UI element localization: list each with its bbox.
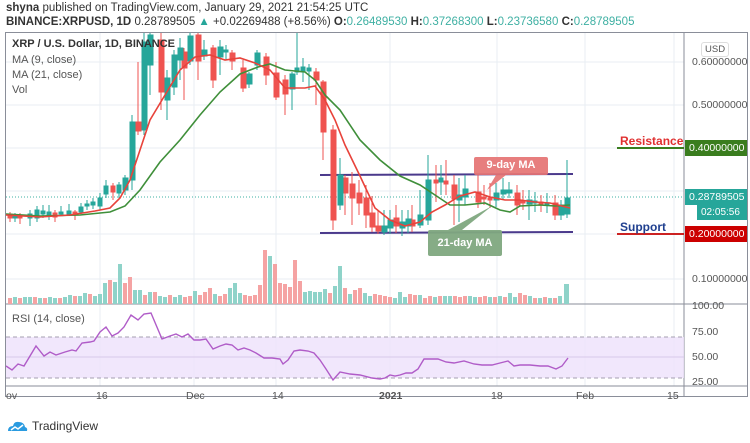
open-label: O: (333, 16, 347, 28)
time-tick: ov (6, 390, 18, 402)
triangle-up-icon: ▲ (198, 16, 210, 28)
legend-ma9[interactable]: MA (9, close) (12, 54, 77, 66)
rsi-tick: 75.00 (692, 326, 719, 338)
last-price-badge: 0.28789505 (685, 189, 747, 205)
last-price: 0.28789505 (134, 16, 196, 28)
price-tick: 0.10000000 (692, 273, 748, 285)
ma21-line (5, 63, 571, 217)
chart-title: XRP / U.S. Dollar, 1D, BINANCE (12, 38, 176, 50)
price-change: +0.02269488 (+8.56%) (213, 16, 331, 28)
tradingview-logo[interactable]: TradingView (6, 419, 98, 433)
ma21-callout (428, 206, 502, 256)
close-value: 0.28789505 (573, 16, 635, 28)
price-tick: 0.60000000 (692, 56, 748, 68)
low-value: 0.23736580 (497, 16, 559, 28)
time-tick: 18 (491, 390, 503, 402)
candles (7, 33, 571, 236)
close-label: C: (561, 16, 574, 28)
rsi-tick: 50.00 (692, 351, 719, 363)
open-value: 0.26489530 (346, 16, 408, 28)
symbol-ohlc: BINANCE:XRPUSD, 1D 0.28789505 ▲ +0.02269… (6, 16, 634, 28)
publisher: shyna (6, 2, 40, 14)
low-label: L: (486, 16, 498, 28)
high-value: 0.37268300 (422, 16, 484, 28)
rsi-tick: 100.00 (692, 300, 725, 312)
rsi-line (5, 312, 569, 382)
ma9-line (5, 54, 571, 227)
price-tick: 0.50000000 (692, 99, 748, 111)
time-tick: Dec (186, 390, 205, 402)
legend-vol[interactable]: Vol (12, 84, 28, 96)
rsi-tick: 25.00 (692, 376, 719, 388)
time-tick: 14 (272, 390, 284, 402)
support-badge: 0.20000000 (685, 226, 747, 242)
currency-label[interactable]: USD (701, 42, 730, 57)
legend-rsi[interactable]: RSI (14, close) (12, 313, 85, 325)
published-text: published on TradingView.com, January 29… (42, 2, 369, 14)
support-label: Support (620, 220, 666, 234)
tradingview-cloud-icon (8, 421, 28, 431)
ma9-callout-label: 9-day MA (486, 159, 536, 171)
countdown-badge: 02:05:56 (697, 205, 747, 220)
time-tick: Feb (576, 390, 595, 402)
high-label: H: (410, 16, 423, 28)
resistance-label: Resistance (620, 134, 684, 148)
volume-bars (8, 250, 569, 304)
time-tick: 16 (96, 390, 108, 402)
ma9-callout (474, 157, 548, 190)
ma21-callout-label: 21-day MA (437, 237, 493, 249)
symbol-label: BINANCE:XRPUSD, 1D (6, 16, 132, 28)
brand-label: TradingView (32, 419, 99, 433)
resistance-badge: 0.40000000 (685, 140, 747, 156)
publish-info: shyna published on TradingView.com, Janu… (6, 2, 368, 14)
time-tick: 2021 (379, 390, 403, 402)
legend-ma21[interactable]: MA (21, close) (12, 69, 83, 81)
chart-frame[interactable] (5, 32, 748, 397)
time-tick: 15 (667, 390, 679, 402)
